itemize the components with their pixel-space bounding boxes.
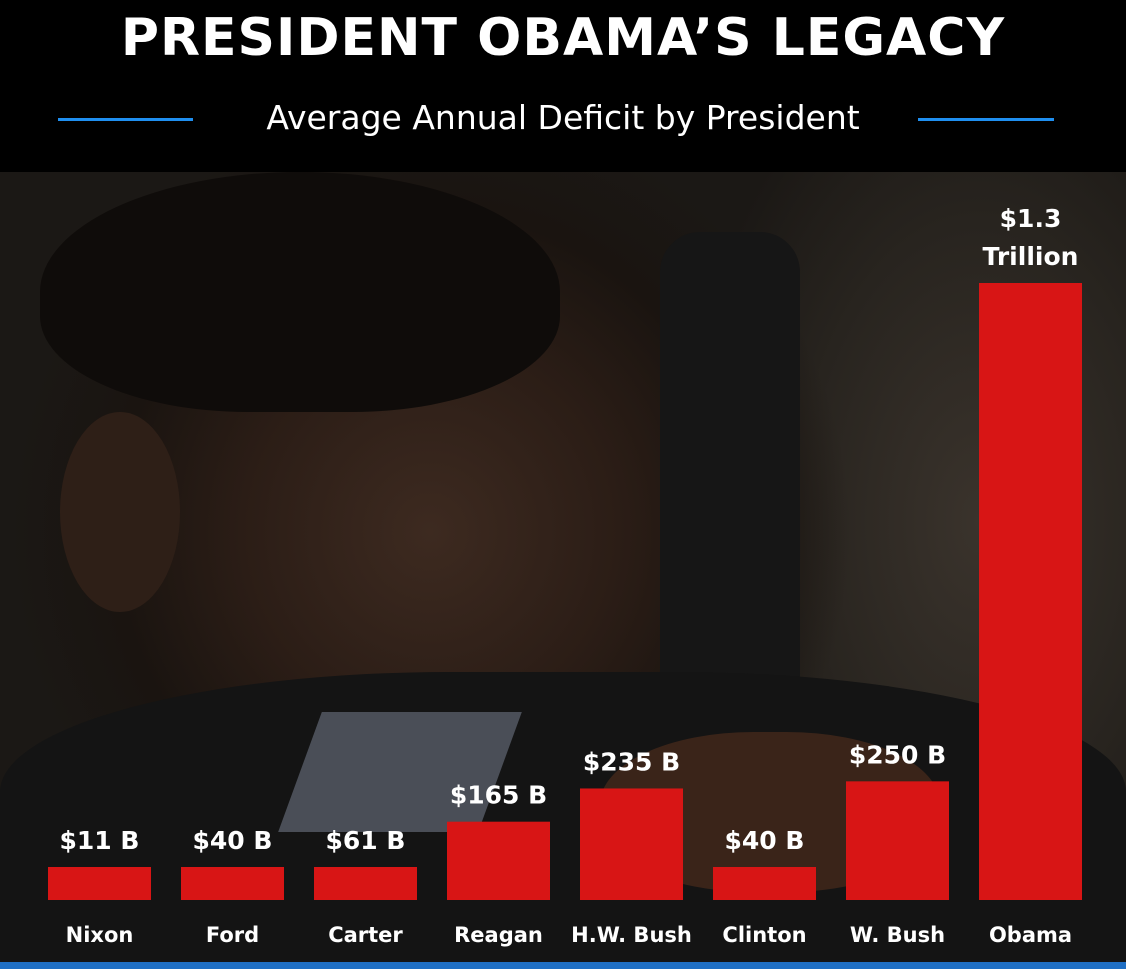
- bar-obama: [979, 283, 1082, 900]
- bar-value-label: $40 B: [725, 826, 805, 855]
- chair-shape: [660, 232, 800, 732]
- page-title: PRESIDENT OBAMA’S LEGACY: [120, 8, 1006, 68]
- bar-value-label: $11 B: [60, 826, 140, 855]
- subtitle-row: Average Annual Deficit by President: [0, 96, 1126, 140]
- bar-ford: [181, 867, 284, 900]
- bar-value-label: $235 B: [583, 747, 680, 776]
- bar-value-label: $61 B: [326, 826, 406, 855]
- bar-w-bush: [846, 781, 949, 900]
- category-label: Nixon: [66, 923, 134, 947]
- category-label: Obama: [989, 923, 1072, 947]
- bar-reagan: [447, 821, 550, 900]
- bottom-accent-bar: [0, 962, 1126, 969]
- bar-nixon: [48, 867, 151, 900]
- category-label: W. Bush: [850, 923, 945, 947]
- bar-value-label: $40 B: [193, 826, 273, 855]
- category-label: Reagan: [454, 923, 543, 947]
- bar-carter: [314, 867, 417, 900]
- bar-clinton: [713, 867, 816, 900]
- chart-subtitle: Average Annual Deficit by President: [266, 98, 860, 137]
- bar-value-label: $165 B: [450, 781, 547, 810]
- hair-shape: [40, 172, 560, 412]
- category-label: H.W. Bush: [571, 923, 692, 947]
- bar-value-label: Trillion: [983, 242, 1079, 271]
- category-label: Clinton: [722, 923, 806, 947]
- category-label: Carter: [328, 923, 403, 947]
- bar-value-label: $1.3: [1000, 204, 1062, 233]
- header: PRESIDENT OBAMA’S LEGACY Average Annual …: [0, 0, 1126, 172]
- subtitle-rule-right: [918, 118, 1054, 121]
- subtitle-rule-left: [58, 118, 193, 121]
- category-label: Ford: [206, 923, 259, 947]
- bar-value-label: $250 B: [849, 740, 946, 769]
- ear-shape: [60, 412, 180, 612]
- bar-h-w-bush: [580, 788, 683, 900]
